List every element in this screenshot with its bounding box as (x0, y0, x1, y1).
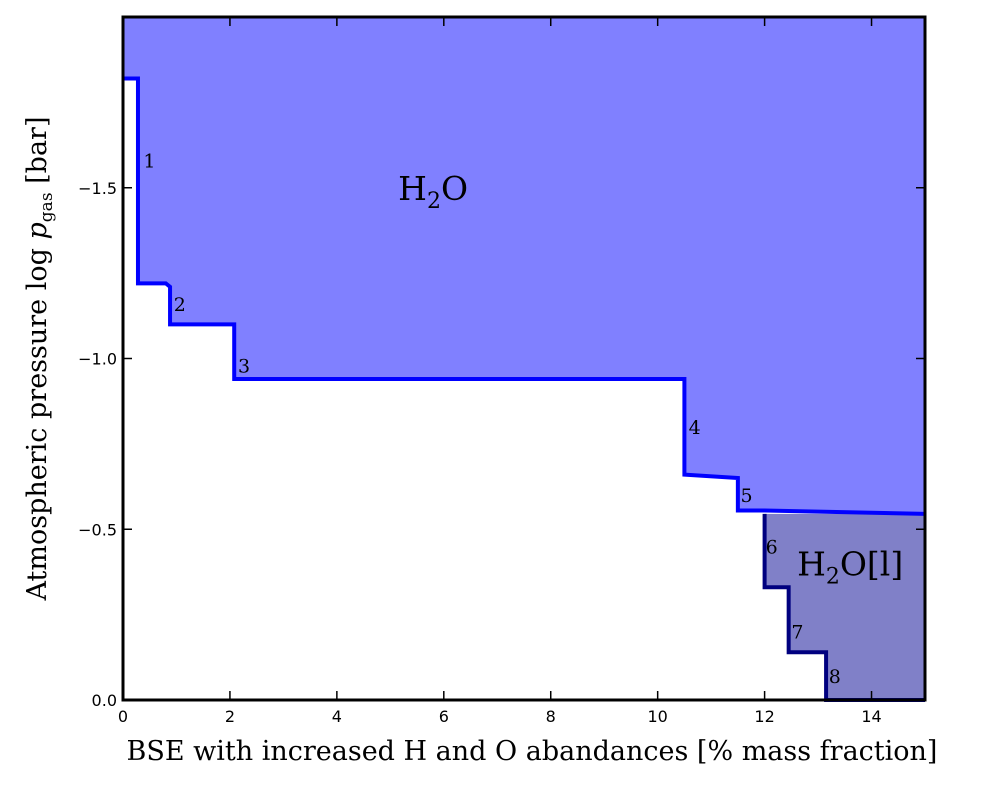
y-axis-label-prefix: Atmospheric pressure log (22, 240, 53, 602)
axis-ticks: 0 2 4 6 8 10 12 140.0−0.5−1.0−1.5 (78, 17, 925, 726)
x-tick-label: 10 (647, 707, 667, 726)
x-axis-label: BSE with increased H and O abandances [%… (127, 736, 938, 767)
y-axis-label-variable: p (22, 222, 53, 239)
region-labels: H2O H2O[l] (398, 169, 903, 590)
boundary-label-2: 2 (174, 294, 186, 316)
boundary-label-8: 8 (829, 666, 841, 688)
region-label-h2o-liquid: H2O[l] (797, 544, 903, 589)
x-tick-label: 6 (439, 707, 449, 726)
y-axis-label-subscript: gas (37, 192, 57, 222)
y-axis-label-suffix: [bar] (22, 117, 53, 193)
boundary-label-1: 1 (143, 150, 155, 172)
y-axis-label: Atmospheric pressure log pgas [bar] (22, 117, 57, 602)
y-tick-label: 0.0 (92, 691, 117, 710)
series-line-h2o-gas-boundary (123, 76, 926, 516)
boundary-number-labels: 1 2 3 4 5 6 7 8 (143, 150, 841, 688)
boundary-label-6: 6 (766, 536, 778, 558)
y-tick-label: −1.5 (78, 179, 117, 198)
boundary-label-5: 5 (741, 485, 753, 507)
boundary-label-4: 4 (689, 417, 701, 439)
x-tick-label: 4 (332, 707, 342, 726)
region-h2o-fill (123, 17, 925, 514)
x-tick-label: 12 (754, 707, 774, 726)
region-label-h2o: H2O (398, 169, 468, 214)
x-tick-label: 2 (225, 707, 235, 726)
x-tick-label: 0 (118, 707, 128, 726)
y-tick-label: −1.0 (78, 350, 117, 369)
region-h2o-liquid-fill (764, 513, 925, 700)
boundary-label-3: 3 (238, 355, 250, 377)
region-fills (123, 17, 925, 700)
x-tick-label: 8 (546, 707, 556, 726)
x-tick-label: 14 (861, 707, 881, 726)
y-tick-label: −0.5 (78, 520, 117, 539)
boundary-label-7: 7 (791, 622, 803, 644)
